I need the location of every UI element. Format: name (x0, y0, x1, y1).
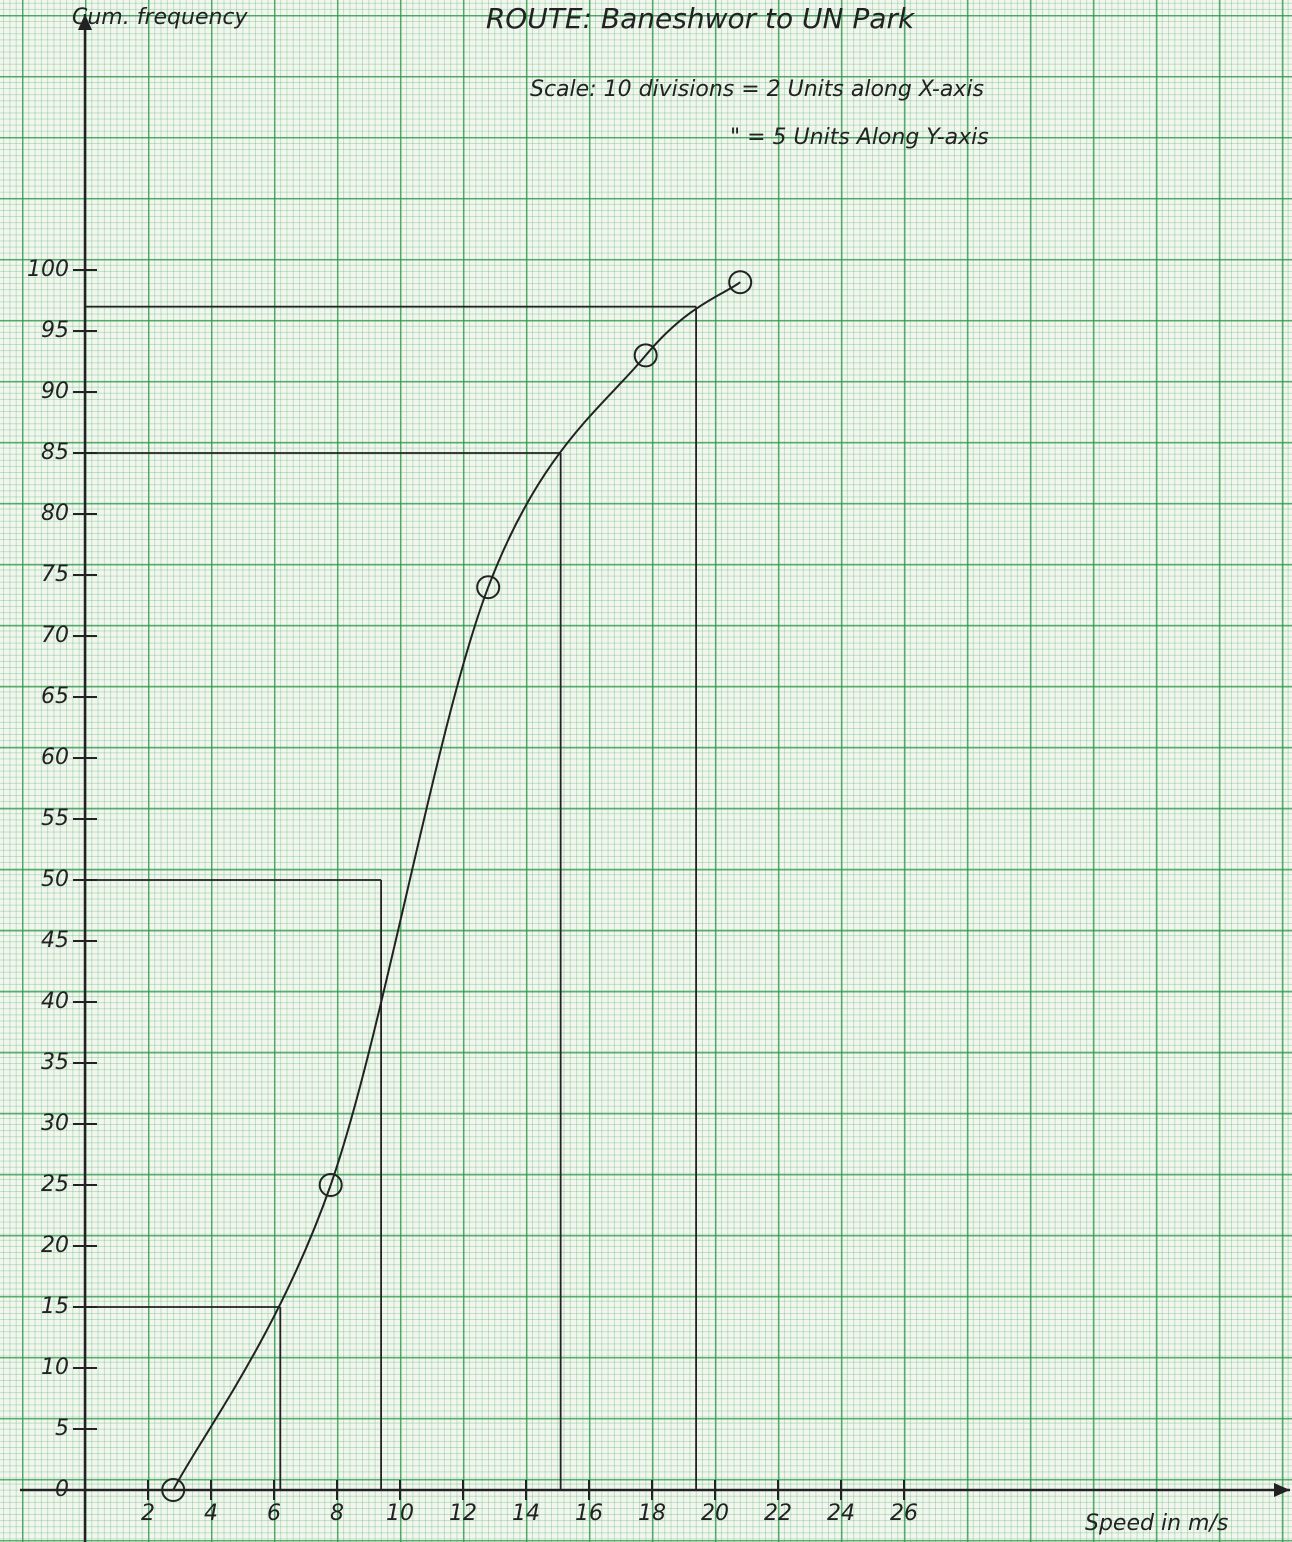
y-tick-label: 80 (41, 501, 69, 526)
ogive-curve (173, 282, 740, 1490)
x-tick-label: 16 (575, 1501, 603, 1526)
x-tick-label: 26 (890, 1501, 918, 1526)
y-tick-label: 75 (41, 562, 69, 587)
y-tick-label: 90 (41, 379, 69, 404)
y-tick-label: 95 (41, 318, 69, 343)
y-tick-label: 55 (41, 806, 69, 831)
x-tick-label: 18 (638, 1501, 666, 1526)
x-tick-label: 8 (330, 1501, 344, 1526)
y-tick-label: 10 (41, 1355, 69, 1380)
x-tick-label: 22 (764, 1501, 792, 1526)
y-tick-label: 35 (41, 1050, 69, 1075)
x-tick-label: 24 (827, 1501, 855, 1526)
y-tick-label: 100 (27, 257, 69, 282)
annotation: Scale: 10 divisions = 2 Units along X-ax… (530, 77, 984, 102)
y-tick-label: 25 (41, 1172, 69, 1197)
annotation: " = 5 Units Along Y-axis (730, 125, 989, 150)
x-axis-label: Speed in m/s (1085, 1511, 1228, 1536)
x-tick-label: 10 (386, 1501, 414, 1526)
x-tick-label: 6 (267, 1501, 281, 1526)
x-tick-label: 4 (204, 1501, 218, 1526)
y-tick-label: 45 (41, 928, 69, 953)
y-tick-label: 65 (41, 684, 69, 709)
chart-title: ROUTE: Baneshwor to UN Park (486, 2, 916, 35)
y-tick-label: 5 (55, 1416, 69, 1441)
y-tick-label: 15 (41, 1294, 69, 1319)
y-tick-label: 0 (55, 1477, 69, 1502)
x-axis-arrow (1274, 1483, 1290, 1497)
x-tick-label: 20 (701, 1501, 729, 1526)
chart: ROUTE: Baneshwor to UN Park Scale: 10 di… (0, 0, 1292, 1542)
x-tick-label: 12 (449, 1501, 477, 1526)
x-tick-label: 14 (512, 1501, 540, 1526)
y-tick-label: 60 (41, 745, 69, 770)
y-axis-label: Cum. frequency (72, 5, 249, 30)
y-tick-label: 50 (41, 867, 69, 892)
y-tick-label: 40 (41, 989, 69, 1014)
x-tick-label: 2 (141, 1501, 155, 1526)
y-tick-label: 70 (41, 623, 69, 648)
y-tick-label: 85 (41, 440, 69, 465)
y-tick-label: 30 (41, 1111, 69, 1136)
y-tick-label: 20 (41, 1233, 69, 1258)
